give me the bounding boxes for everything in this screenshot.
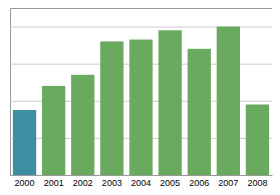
bar xyxy=(217,27,240,175)
x-axis-line xyxy=(11,175,273,176)
x-tick-label: 2001 xyxy=(44,178,64,188)
x-tick: 2005 xyxy=(160,175,180,188)
x-tick: 2006 xyxy=(189,175,209,188)
plot-area: 2000 2001 2002 2003 2004 2005 2006 2007 2008 xyxy=(10,9,273,189)
y-axis-line xyxy=(11,9,273,176)
y-axis xyxy=(10,9,272,176)
x-tick: 2008 xyxy=(247,175,267,188)
x-tick: 2001 xyxy=(44,175,64,188)
bar xyxy=(13,110,36,175)
bar xyxy=(42,86,65,175)
x-tick-label: 2000 xyxy=(15,178,35,188)
bar xyxy=(246,104,269,175)
x-tick-label: 2002 xyxy=(73,178,93,188)
x-tick-label: 2005 xyxy=(160,178,180,188)
x-tick: 2003 xyxy=(102,175,122,188)
chart: 2000 2001 2002 2003 2004 2005 2006 2007 2008 xyxy=(0,0,280,195)
bar xyxy=(188,49,211,175)
x-tick: 2002 xyxy=(73,175,93,188)
x-tick-label: 2004 xyxy=(131,178,151,188)
bar xyxy=(100,41,123,175)
x-tick: 2004 xyxy=(131,175,151,188)
bar xyxy=(71,75,94,175)
x-axis: 2000 2001 2002 2003 2004 2005 2006 2007 2008 xyxy=(11,175,273,188)
bars xyxy=(13,27,269,175)
bar xyxy=(158,30,181,175)
x-tick: 2007 xyxy=(218,175,238,188)
x-tick: 2000 xyxy=(15,175,35,188)
x-tick-label: 2006 xyxy=(189,178,209,188)
x-tick-label: 2008 xyxy=(247,178,267,188)
x-tick-label: 2007 xyxy=(218,178,238,188)
bar xyxy=(129,40,152,175)
x-tick-label: 2003 xyxy=(102,178,122,188)
